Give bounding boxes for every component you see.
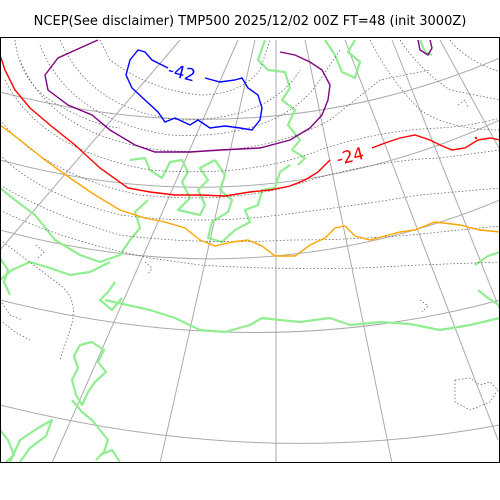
- isotherm-blue: [125, 49, 263, 131]
- graticule-meridians: [0, 39, 500, 463]
- map-title: NCEP(See disclaimer) TMP500 2025/12/02 0…: [33, 14, 467, 29]
- red-dot: [474, 136, 478, 140]
- coastlines: [0, 39, 500, 463]
- graticule-latitude: [0, 57, 500, 444]
- map-frame: [0, 37, 500, 463]
- isotherm-red: [0, 54, 331, 197]
- isotherm-purple: [44, 39, 433, 153]
- contour-label-cold: -42: [166, 60, 198, 86]
- isotherm-red-east: [371, 134, 500, 151]
- isotherm-orange: [0, 124, 500, 257]
- contour-label-warm: -24: [334, 144, 366, 170]
